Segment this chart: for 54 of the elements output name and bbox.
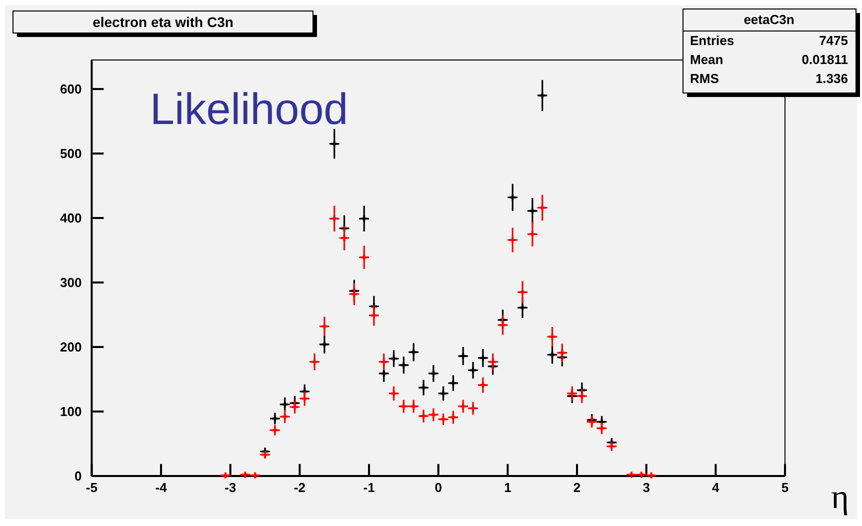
- y-tick-label: 500: [60, 146, 82, 162]
- point: [340, 224, 348, 232]
- annotation: RMS: [690, 71, 720, 86]
- point: [410, 348, 418, 356]
- x-tick-label: 1: [504, 480, 512, 495]
- x-tick-label: 0: [434, 480, 442, 495]
- x-tick-label: 3: [642, 480, 650, 495]
- point: [498, 321, 507, 330]
- x-tick-label: 4: [712, 480, 720, 495]
- point: [390, 354, 398, 363]
- y-tick-label: 400: [60, 210, 82, 226]
- point: [380, 358, 388, 366]
- point: [310, 358, 319, 366]
- y-tick-label: 0: [74, 468, 82, 484]
- point: [330, 214, 338, 223]
- x-tick-label: 5: [781, 480, 789, 495]
- point: [548, 332, 556, 341]
- point: [320, 340, 328, 348]
- point: [558, 348, 566, 357]
- text: 0.01811: [802, 52, 848, 67]
- annotation: Mean: [690, 52, 724, 67]
- x-tick-label: 2: [573, 480, 581, 495]
- y-tick-label: 600: [60, 82, 82, 97]
- x-tick-label: -2: [294, 480, 306, 495]
- x-tick-label: -5: [86, 480, 98, 495]
- y-tick-label: 300: [60, 275, 82, 290]
- x-axis-title: η: [831, 479, 849, 516]
- chart-title: electron eta with C3n: [92, 14, 234, 30]
- text: 1.336: [815, 71, 848, 86]
- point: [488, 358, 497, 366]
- x-tick-label: -1: [363, 480, 375, 495]
- point: [360, 253, 368, 262]
- point: [548, 350, 556, 359]
- point: [350, 290, 358, 298]
- text: Entries: [690, 33, 734, 48]
- point: [528, 230, 536, 238]
- point: [360, 214, 368, 223]
- point: [528, 206, 536, 215]
- point: [498, 316, 507, 324]
- y-tick-label: 100: [60, 404, 82, 420]
- point: [400, 361, 408, 370]
- point: [538, 204, 546, 212]
- point: [508, 193, 517, 202]
- annotation: Likelihood: [150, 85, 348, 134]
- point: [330, 140, 338, 148]
- text: 7475: [819, 33, 848, 48]
- x-tick-label: -4: [155, 480, 168, 495]
- text: eetaC3n: [744, 12, 794, 27]
- y-tick-label: 200: [60, 340, 82, 355]
- point: [370, 311, 378, 320]
- x-tick-label: -3: [224, 480, 236, 495]
- point: [488, 362, 497, 370]
- point: [320, 322, 328, 330]
- point: [370, 302, 378, 310]
